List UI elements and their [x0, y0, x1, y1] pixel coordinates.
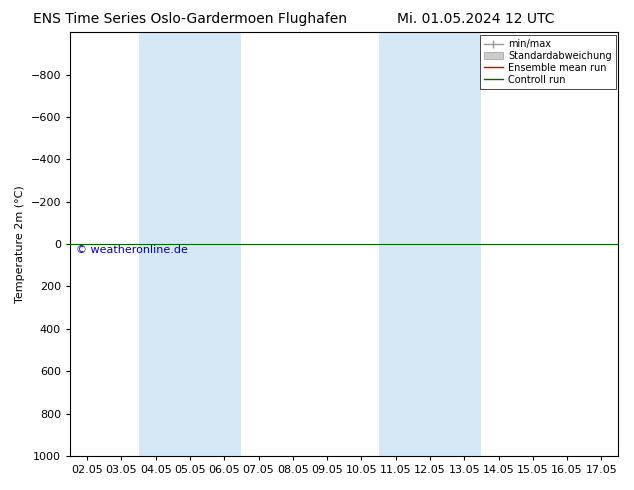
Bar — [378, 32, 481, 456]
Legend: min/max, Standardabweichung, Ensemble mean run, Controll run: min/max, Standardabweichung, Ensemble me… — [480, 35, 616, 89]
Text: © weatheronline.de: © weatheronline.de — [75, 245, 188, 255]
Bar — [139, 32, 242, 456]
Text: ENS Time Series Oslo-Gardermoen Flughafen: ENS Time Series Oslo-Gardermoen Flughafe… — [33, 12, 347, 26]
Y-axis label: Temperature 2m (°C): Temperature 2m (°C) — [15, 185, 25, 303]
Text: Mi. 01.05.2024 12 UTC: Mi. 01.05.2024 12 UTC — [397, 12, 554, 26]
